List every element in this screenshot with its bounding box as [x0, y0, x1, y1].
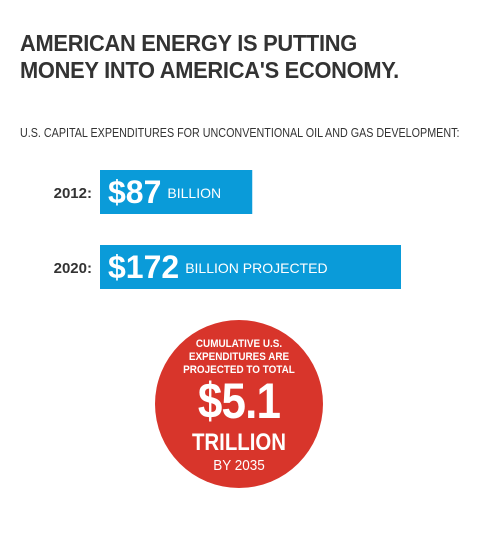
bar-0: [100, 170, 253, 214]
category-label-0: 2012:: [54, 185, 92, 202]
callout-lead-text: CUMULATIVE U.S. EXPENDITURES ARE PROJECT…: [183, 338, 295, 376]
capex-bar-chart: 2012: $87 BILLION 2020: $172 BILLION PROJECTE…: [54, 170, 401, 289]
bar-value-label-1: $172: [108, 249, 179, 285]
title-line-2: MONEY INTO AMERICA'S ECONOMY.: [20, 57, 399, 83]
chart-subtitle: U.S. CAPITAL EXPENDITURES FOR UNCONVENTI…: [20, 126, 460, 140]
bar-1: [100, 245, 401, 289]
title-line-1: AMERICAN ENERGY IS PUTTING: [20, 30, 357, 56]
callout-year: BY 2035: [213, 457, 265, 474]
bar-unit-label-0: BILLION: [167, 185, 221, 201]
bar-unit-label-1: BILLION PROJECTED: [185, 260, 327, 276]
category-label-1: 2020:: [54, 260, 92, 277]
page-title: AMERICAN ENERGY IS PUTTING MONEY INTO AM…: [20, 30, 438, 84]
cumulative-callout-circle: CUMULATIVE U.S. EXPENDITURES ARE PROJECT…: [155, 320, 323, 488]
bar-value-label-0: $87: [108, 174, 161, 210]
callout-value: $5.1: [197, 373, 281, 429]
callout-unit: TRILLION: [191, 429, 287, 456]
